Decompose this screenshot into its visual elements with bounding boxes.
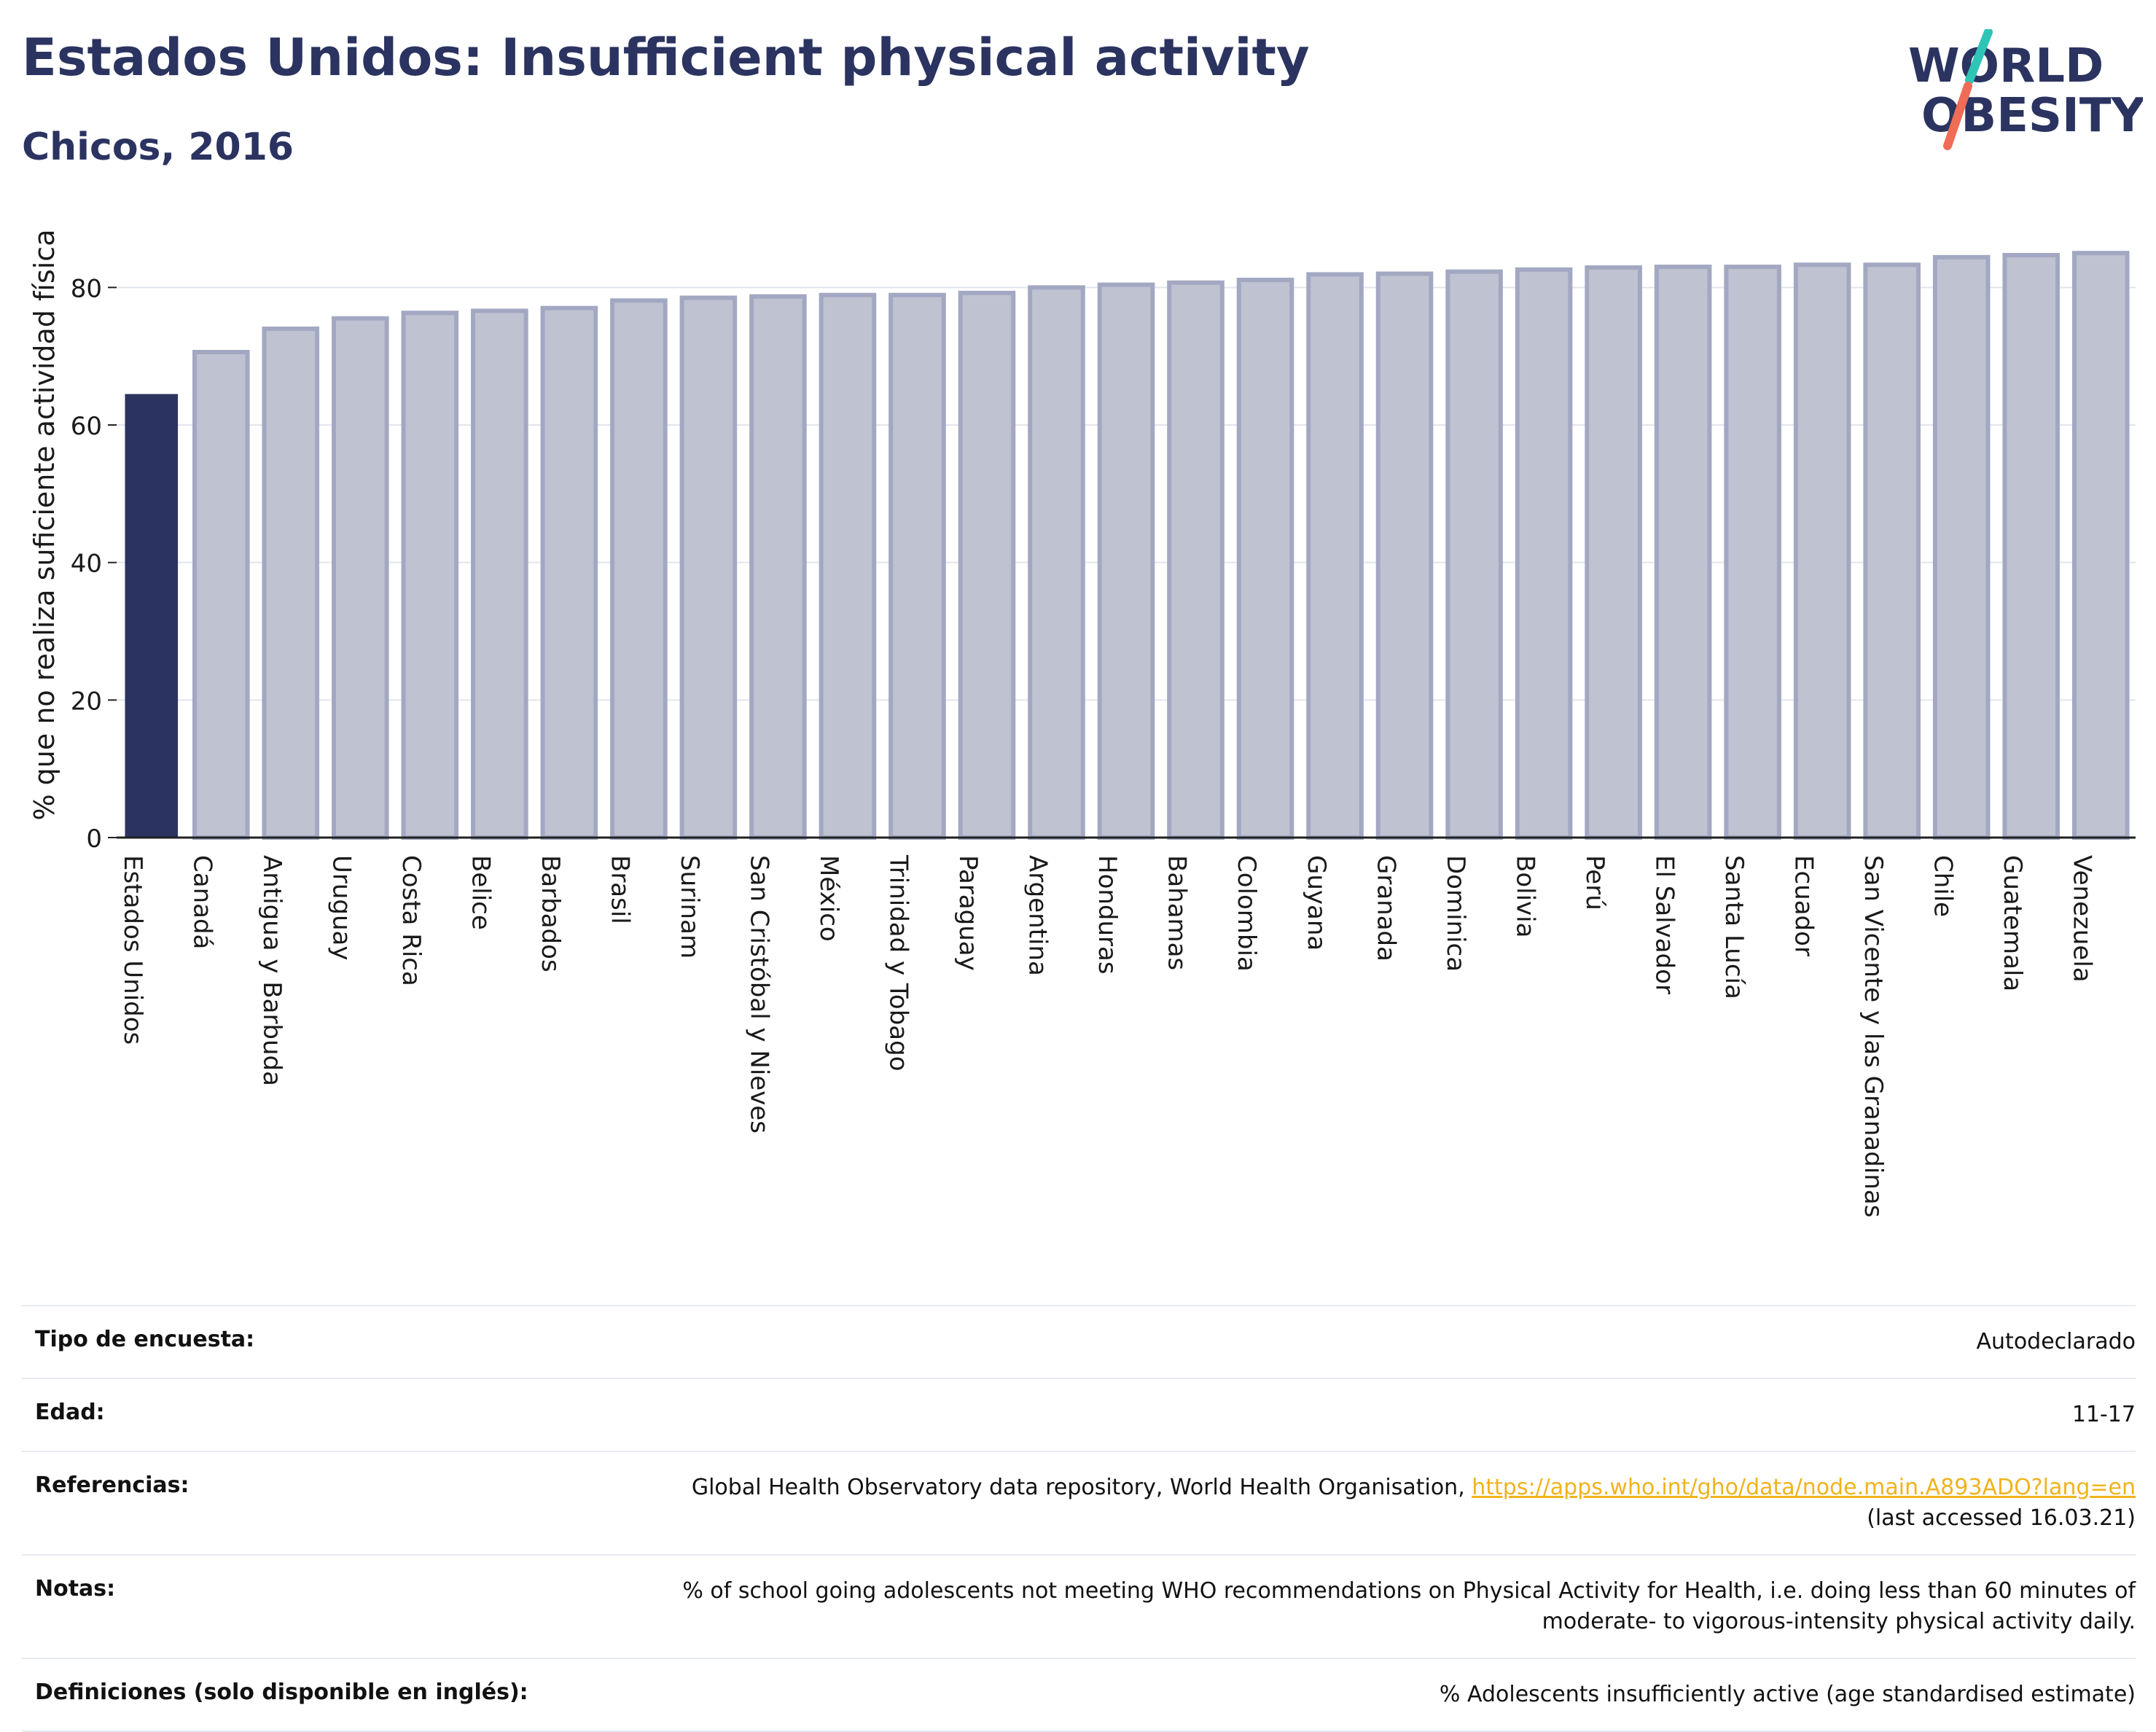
page-title: Estados Unidos: Insufficient physical ac… [22, 28, 1310, 87]
y-axis-ticks: 0 20 40 60 80 [71, 274, 117, 854]
x-tick-label: Brasil [606, 855, 635, 924]
bar-chile[interactable] [1932, 254, 1991, 840]
meta-value: Global Health Observatory data repositor… [576, 1472, 2136, 1534]
x-tick-label: México [814, 855, 843, 942]
y-tick-label: 0 [86, 824, 102, 854]
bar-uruguay[interactable] [332, 316, 389, 840]
meta-row-survey-type: Tipo de encuesta: Autodeclarado [22, 1305, 2136, 1378]
x-tick-label: Colombia [1232, 855, 1261, 972]
x-tick-label: Guatemala [1998, 855, 2027, 991]
meta-value: % of school going adolescents not meetin… [576, 1576, 2136, 1637]
x-tick-label: Belice [466, 855, 496, 930]
x-tick-label: Uruguay [327, 855, 356, 961]
meta-label: Edad: [35, 1400, 105, 1425]
y-axis-label: % que no realiza suficiente actividad fí… [28, 230, 60, 821]
world-obesity-logo: WORLD OBESITY [1908, 29, 2143, 150]
meta-value: Autodeclarado [1976, 1329, 2136, 1354]
x-tick-label: Honduras [1093, 855, 1122, 975]
x-tick-label: Estados Unidos [118, 855, 147, 1045]
x-tick-label: Canadá [187, 855, 216, 949]
metadata-table: Tipo de encuesta: Autodeclarado Edad: 11… [22, 1305, 2136, 1732]
meta-label: Notas: [35, 1576, 116, 1602]
logo-slash-top [1965, 29, 1993, 85]
reference-accessed: (last accessed 16.03.21) [1867, 1505, 2136, 1531]
bar-argentina[interactable] [1028, 285, 1085, 840]
meta-label: Referencias: [35, 1472, 190, 1498]
x-tick-label: Paraguay [953, 855, 983, 971]
x-tick-label: Bolivia [1510, 855, 1539, 937]
bar-canad-[interactable] [192, 350, 250, 840]
y-tick-label: 80 [71, 274, 102, 303]
meta-value: % Adolescents insufficiently active (age… [1439, 1682, 2136, 1707]
bar-trinidad-y-tobago[interactable] [888, 292, 946, 840]
x-tick-label: El Salvador [1649, 855, 1679, 994]
notes-line-2: moderate- to vigorous-intensity physical… [1542, 1609, 2136, 1634]
bar-per-[interactable] [1585, 265, 1642, 840]
logo-slash-bottom [1943, 82, 1972, 150]
x-tick-label: San Cristóbal y Nieves [745, 855, 774, 1134]
x-tick-label: Santa Lucía [1719, 855, 1749, 999]
bar-costa-rica[interactable] [401, 311, 459, 840]
reference-link[interactable]: https://apps.who.int/gho/data/node.main.… [1472, 1475, 2136, 1500]
x-tick-label: Ecuador [1789, 855, 1818, 956]
bar-el-salvador[interactable] [1654, 265, 1712, 840]
x-tick-label: Bahamas [1163, 855, 1192, 970]
bars [125, 251, 2130, 840]
reference-text: Global Health Observatory data repositor… [691, 1475, 1472, 1500]
bar-brasil[interactable] [610, 298, 668, 840]
logo-word-world: WORLD [1908, 39, 2104, 93]
y-tick-label: 60 [71, 412, 102, 441]
bar-belice[interactable] [471, 308, 528, 840]
x-tick-label: San Vicente y las Granadinas [1859, 855, 1888, 1217]
bar-santa-luc-a[interactable] [1724, 265, 1781, 840]
meta-label: Definiciones (solo disponible en inglés)… [35, 1680, 528, 1705]
bar-bahamas[interactable] [1167, 280, 1225, 840]
x-tick-label: Venezuela [2067, 855, 2096, 983]
bar-surinam[interactable] [679, 295, 738, 840]
bar-antigua-y-barbuda[interactable] [262, 326, 320, 840]
bar-paraguay[interactable] [958, 290, 1016, 840]
meta-label: Tipo de encuesta: [35, 1327, 255, 1352]
notes-line-1: % of school going adolescents not meetin… [682, 1578, 2136, 1604]
x-tick-label: Argentina [1023, 855, 1052, 976]
bar-bolivia[interactable] [1515, 267, 1573, 840]
bar-chart: 0 20 40 60 80 Estados Unidos Canadá Antigua y … [28, 230, 2136, 1217]
meta-value: 11-17 [2071, 1402, 2136, 1427]
bar-ecuador[interactable] [1793, 262, 1851, 840]
meta-row-definitions: Definiciones (solo disponible en inglés)… [22, 1658, 2136, 1732]
meta-row-notes: Notas: % of school going adolescents not… [22, 1554, 2136, 1658]
x-tick-label: Guyana [1302, 855, 1331, 951]
x-tick-label: Trinidad y Tobago [884, 854, 913, 1072]
bar-san-vicente-y-las-granadinas[interactable] [1863, 262, 1921, 840]
bar-granada[interactable] [1375, 271, 1434, 840]
x-axis-labels: Estados Unidos Canadá Antigua y Barbuda Uru… [118, 854, 2096, 1217]
bar-san-crist-bal-y-nieves[interactable] [749, 294, 807, 840]
x-tick-label: Barbados [536, 855, 565, 972]
bar-estados-unidos[interactable] [125, 394, 179, 838]
x-tick-label: Perú [1580, 855, 1609, 910]
bar-colombia[interactable] [1236, 277, 1294, 840]
x-tick-label: Dominica [1441, 855, 1470, 972]
bar-m-xico[interactable] [819, 292, 877, 840]
meta-row-age: Edad: 11-17 [22, 1378, 2136, 1451]
x-tick-label: Surinam [675, 855, 704, 959]
x-tick-label: Chile [1928, 855, 1957, 917]
meta-row-references: Referencias: Global Health Observatory d… [22, 1451, 2136, 1554]
bar-guyana[interactable] [1306, 272, 1364, 840]
x-tick-label: Granada [1371, 855, 1400, 961]
x-tick-label: Costa Rica [397, 855, 426, 986]
y-tick-label: 40 [71, 550, 102, 579]
page-subtitle: Chicos, 2016 [22, 125, 294, 169]
bar-dominica[interactable] [1445, 269, 1503, 840]
bar-barbados[interactable] [540, 305, 598, 840]
x-tick-label: Antigua y Barbuda [257, 855, 286, 1086]
bar-guatemala[interactable] [2002, 252, 2061, 840]
bar-venezuela[interactable] [2071, 251, 2130, 840]
y-tick-label: 20 [71, 687, 102, 716]
bar-honduras[interactable] [1097, 282, 1155, 840]
